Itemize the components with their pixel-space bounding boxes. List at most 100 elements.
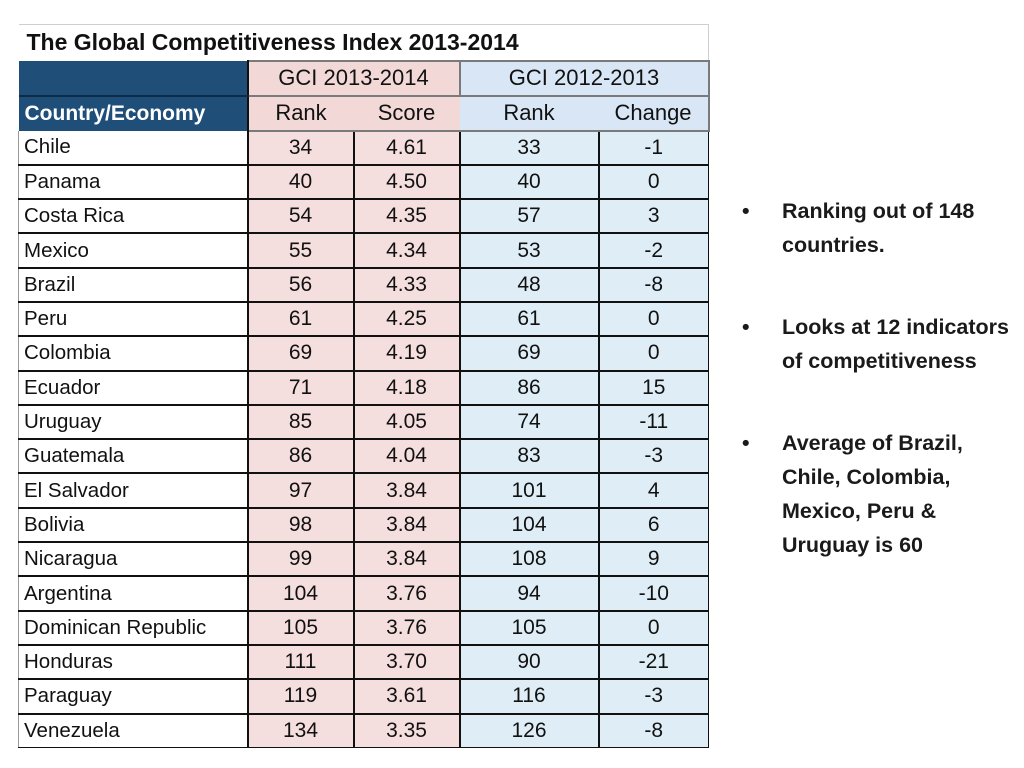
score-cell: 4.35 bbox=[353, 199, 461, 235]
rank-2012-cell: 57 bbox=[459, 199, 600, 235]
rank-2012-cell: 74 bbox=[459, 404, 600, 441]
score-cell: 4.25 bbox=[353, 301, 461, 338]
table-row: Honduras 111 3.70 90 -21 bbox=[18, 644, 710, 681]
country-cell: Panama bbox=[18, 164, 249, 201]
table-row: Argentina 104 3.76 94 -10 bbox=[18, 576, 710, 612]
rank-2013-cell: 134 bbox=[247, 713, 355, 749]
table-row: Bolivia 98 3.84 104 6 bbox=[18, 507, 710, 544]
rank-2012-cell: 53 bbox=[459, 233, 600, 269]
score-cell: 4.04 bbox=[353, 439, 461, 475]
country-cell: El Salvador bbox=[18, 473, 249, 509]
rank-2012-cell: 126 bbox=[459, 713, 600, 749]
bullet-dot-icon: • bbox=[742, 199, 750, 223]
change-cell: 0 bbox=[598, 610, 710, 646]
rank-2013-cell: 55 bbox=[247, 233, 355, 269]
table-title: The Global Competitiveness Index 2013-20… bbox=[18, 24, 710, 61]
rank-2013-cell: 71 bbox=[247, 370, 355, 406]
rank-2013-cell: 111 bbox=[247, 644, 355, 681]
rank-2013-cell: 34 bbox=[247, 130, 355, 166]
score-cell: 4.33 bbox=[353, 267, 461, 303]
bullet-text: Average of Brazil, Chile, Colombia, Mexi… bbox=[782, 431, 963, 557]
bullet-list: • Ranking out of 148 countries. • Looks at … bbox=[742, 194, 1012, 610]
table-row: Uruguay 85 4.05 74 -11 bbox=[18, 404, 710, 441]
rank-2013-cell: 69 bbox=[247, 336, 355, 372]
rank-2013-cell: 105 bbox=[247, 610, 355, 646]
rank-2012-cell: 104 bbox=[459, 507, 600, 544]
score-cell: 4.50 bbox=[353, 164, 461, 201]
rank-2012-cell: 108 bbox=[459, 542, 600, 578]
table-row: Chile 34 4.61 33 -1 bbox=[18, 130, 710, 166]
country-cell: Colombia bbox=[18, 336, 249, 372]
country-cell: Uruguay bbox=[18, 404, 249, 441]
country-cell: Dominican Republic bbox=[18, 610, 249, 646]
table-row: Dominican Republic 105 3.76 105 0 bbox=[18, 610, 710, 646]
country-cell: Guatemala bbox=[18, 439, 249, 475]
bullet-text: Looks at 12 indicators of competitivenes… bbox=[782, 315, 1010, 373]
country-header-blank bbox=[18, 60, 249, 97]
column-header-row: Country/Economy Rank Score Rank Change bbox=[18, 95, 710, 132]
column-header-change: Change bbox=[598, 95, 710, 132]
change-cell: -8 bbox=[598, 713, 710, 749]
score-cell: 4.34 bbox=[353, 233, 461, 269]
rank-2013-cell: 104 bbox=[247, 576, 355, 612]
score-cell: 3.61 bbox=[353, 679, 461, 715]
rank-2012-cell: 86 bbox=[459, 370, 600, 406]
table-row: Paraguay 119 3.61 116 -3 bbox=[18, 679, 710, 715]
change-cell: -3 bbox=[598, 439, 710, 475]
country-cell: Nicaragua bbox=[18, 542, 249, 578]
table-row: Brazil 56 4.33 48 -8 bbox=[18, 267, 710, 303]
change-cell: -11 bbox=[598, 404, 710, 441]
rank-2012-cell: 116 bbox=[459, 679, 600, 715]
table-row: Peru 61 4.25 61 0 bbox=[18, 301, 710, 338]
score-cell: 3.70 bbox=[353, 644, 461, 681]
change-cell: 0 bbox=[598, 301, 710, 338]
bullet-dot-icon: • bbox=[742, 431, 750, 455]
country-cell: Costa Rica bbox=[18, 199, 249, 235]
group-header-gci-2012-2013: GCI 2012-2013 bbox=[458, 59, 710, 97]
bullet-item: • Average of Brazil, Chile, Colombia, Mex… bbox=[742, 426, 1012, 562]
rank-2013-cell: 99 bbox=[247, 542, 355, 578]
table-row: Nicaragua 99 3.84 108 9 bbox=[18, 542, 710, 578]
rank-2012-cell: 61 bbox=[459, 301, 600, 338]
rank-2012-cell: 69 bbox=[459, 336, 600, 372]
table-row: Costa Rica 54 4.35 57 3 bbox=[18, 199, 710, 235]
column-header-rank-2012: Rank bbox=[459, 95, 599, 132]
group-header-gci-2013-2014: GCI 2013-2014 bbox=[246, 59, 461, 97]
rank-2012-cell: 105 bbox=[459, 610, 600, 646]
table-row: Mexico 55 4.34 53 -2 bbox=[18, 233, 710, 269]
country-cell: Honduras bbox=[18, 644, 249, 681]
score-cell: 4.19 bbox=[353, 336, 461, 372]
table-row: El Salvador 97 3.84 101 4 bbox=[18, 473, 710, 509]
column-header-country: Country/Economy bbox=[18, 95, 249, 131]
change-cell: 6 bbox=[598, 507, 710, 544]
bullet-item: • Ranking out of 148 countries. bbox=[742, 194, 1012, 262]
change-cell: -1 bbox=[598, 130, 710, 166]
bullet-item: • Looks at 12 indicators of competitivene… bbox=[742, 310, 1012, 378]
country-cell: Bolivia bbox=[18, 507, 249, 544]
rank-2013-cell: 119 bbox=[247, 679, 355, 715]
rank-2012-cell: 40 bbox=[459, 164, 600, 201]
change-cell: -2 bbox=[598, 233, 710, 269]
score-cell: 3.76 bbox=[353, 610, 461, 646]
table-row: Venezuela 134 3.35 126 -8 bbox=[18, 713, 710, 749]
change-cell: 3 bbox=[598, 199, 710, 235]
rank-2013-cell: 86 bbox=[247, 439, 355, 475]
change-cell: 0 bbox=[598, 164, 710, 201]
rank-2013-cell: 54 bbox=[247, 199, 355, 235]
score-cell: 4.61 bbox=[353, 130, 461, 166]
score-cell: 4.18 bbox=[353, 370, 461, 406]
rank-2013-cell: 97 bbox=[247, 473, 355, 509]
change-cell: -21 bbox=[598, 644, 710, 681]
table-row: Ecuador 71 4.18 86 15 bbox=[18, 370, 710, 406]
change-cell: 9 bbox=[598, 542, 710, 578]
rank-2013-cell: 61 bbox=[247, 301, 355, 338]
table-row: Guatemala 86 4.04 83 -3 bbox=[18, 439, 710, 475]
table-row: Colombia 69 4.19 69 0 bbox=[18, 336, 710, 372]
score-cell: 3.84 bbox=[353, 542, 461, 578]
column-header-rank-2013: Rank bbox=[246, 95, 354, 132]
rank-2013-cell: 40 bbox=[247, 164, 355, 201]
table-title-row: The Global Competitiveness Index 2013-20… bbox=[18, 24, 710, 61]
score-cell: 3.84 bbox=[353, 507, 461, 544]
rank-2012-cell: 83 bbox=[459, 439, 600, 475]
